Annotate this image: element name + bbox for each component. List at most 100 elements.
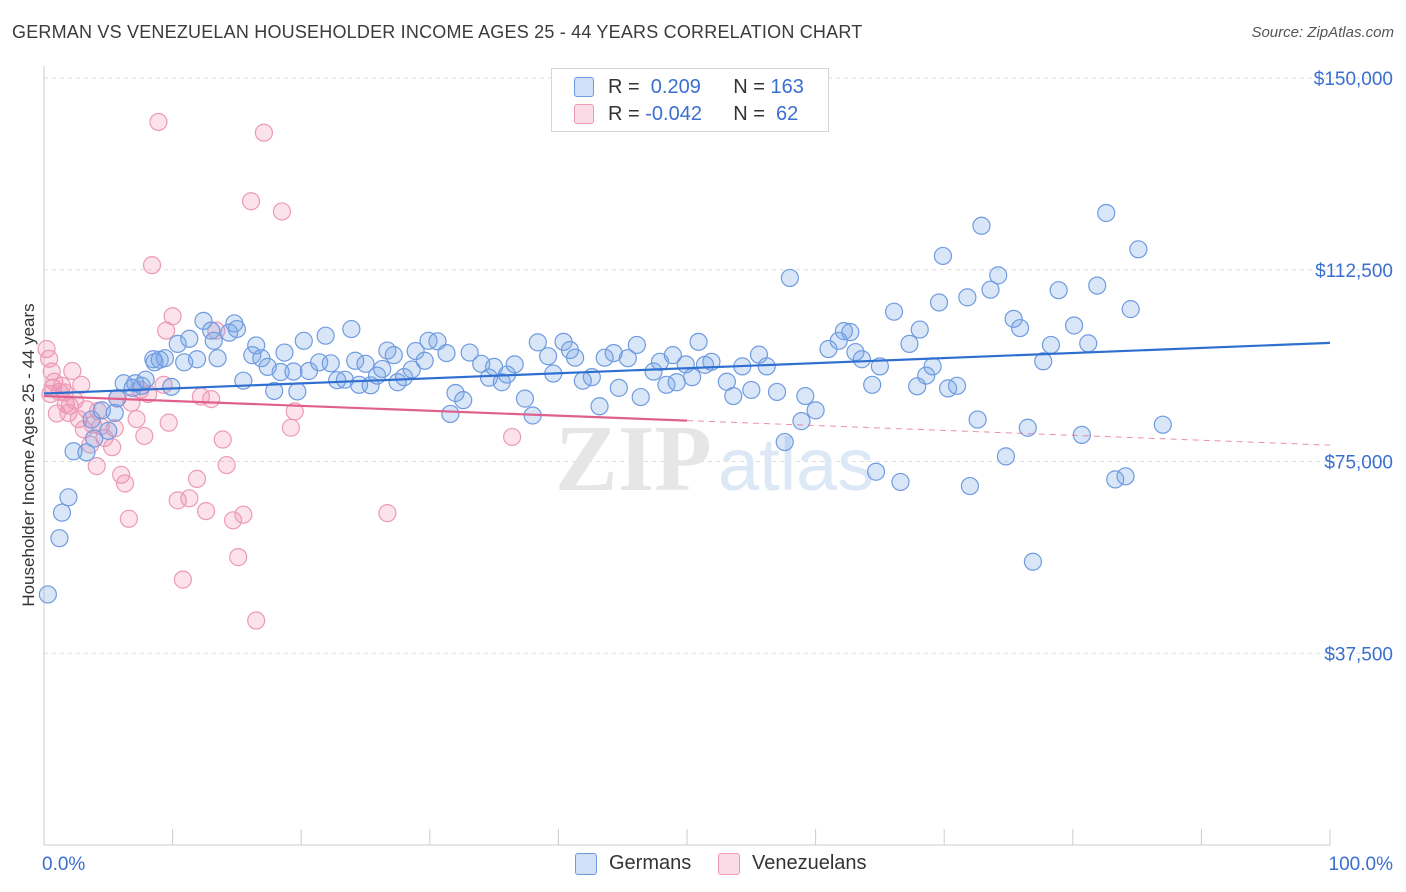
germans-point — [724, 386, 743, 406]
y-tick-label: $150,000 — [1314, 69, 1393, 90]
germans-point — [604, 343, 623, 363]
germans-point — [99, 421, 118, 440]
germans-point — [384, 346, 403, 365]
germans-point — [316, 326, 335, 345]
y-tick-label: $37,500 — [1324, 644, 1393, 665]
germans-point — [796, 386, 815, 406]
germans-point — [288, 382, 307, 401]
germans-point — [208, 349, 227, 368]
germans-point — [933, 246, 953, 266]
y-axis-label: Householder Income Ages 25 - 44 years — [19, 303, 38, 606]
germans-point — [689, 332, 708, 351]
germans-point — [1116, 467, 1135, 486]
venezuelans-point — [63, 361, 82, 381]
venezuelans-point — [119, 509, 138, 528]
germans-point — [644, 362, 663, 381]
germans-point — [923, 357, 942, 376]
germans-point — [891, 472, 910, 492]
germans-point — [775, 432, 794, 452]
germans-point — [1072, 425, 1091, 445]
germans-point — [82, 410, 101, 429]
germans-point — [1023, 552, 1043, 571]
germans-point — [162, 377, 181, 396]
legend-item-venezuelans[interactable]: Venezuelans — [718, 852, 867, 875]
venezuelans-point — [272, 202, 292, 221]
venezuelans-point — [378, 504, 397, 523]
series-legend: Germans Venezuelans — [0, 852, 1406, 878]
germans-point — [1153, 415, 1172, 434]
legend-r-label: R = — [608, 75, 646, 98]
watermark: ZIP atlas — [555, 407, 874, 511]
germans-point — [321, 354, 340, 373]
germans-point — [515, 389, 535, 408]
germans-point — [972, 216, 991, 235]
germans-point — [38, 585, 57, 604]
germans-point — [64, 442, 83, 461]
venezuelans-label: Venezuelans — [752, 852, 867, 874]
germans-point — [52, 503, 72, 522]
germans-point — [1079, 334, 1098, 353]
germans-point — [595, 348, 614, 367]
venezuelans-point — [223, 511, 243, 530]
venezuelans-point — [202, 390, 221, 409]
y-tick-label: $75,000 — [1324, 453, 1393, 474]
venezuelans-point — [127, 409, 146, 429]
legend-item-germans[interactable]: Germans — [575, 852, 691, 875]
venezuelans-point — [196, 501, 216, 521]
germans-point — [683, 368, 702, 387]
legend-n-value: 62 — [770, 102, 799, 125]
germans-point — [271, 362, 290, 382]
germans-point — [667, 373, 686, 392]
venezuelans-point — [103, 438, 122, 457]
germans-point — [394, 368, 414, 387]
germans-point — [1034, 352, 1053, 371]
venezuelans-point — [213, 430, 232, 449]
germans-point — [1097, 203, 1116, 223]
venezuelans-point — [173, 570, 192, 589]
y-tick-labels: $37,500 $75,000 $112,500 $150,000 — [1314, 69, 1393, 665]
germans-point — [77, 443, 96, 462]
chart-title: GERMAN VS VENEZUELAN HOUSEHOLDER INCOME … — [12, 22, 863, 42]
germans-point — [168, 334, 187, 353]
germans-point — [866, 462, 886, 481]
watermark-zip: ZIP — [555, 407, 712, 511]
germans-point — [460, 343, 479, 362]
germans-point — [631, 387, 650, 407]
venezuelans-point — [77, 400, 96, 419]
germans-point — [227, 319, 246, 339]
germans-point — [960, 476, 980, 496]
germans-point — [454, 391, 473, 410]
germans-point — [609, 378, 628, 397]
germans-point — [1121, 300, 1140, 319]
germans-point — [145, 353, 164, 372]
germans-point — [757, 357, 776, 376]
venezuelans-point — [229, 548, 248, 567]
y-tick-label: $112,500 — [1315, 261, 1393, 282]
germans-point — [265, 381, 284, 401]
germans-point — [1088, 276, 1107, 295]
germans-point — [947, 376, 967, 395]
germans-point — [900, 334, 919, 353]
venezuelans-point — [503, 427, 522, 447]
germans-point — [155, 349, 174, 368]
venezuelans-point — [247, 611, 266, 630]
venezuelans-point — [115, 474, 135, 493]
venezuelans-point — [241, 192, 261, 211]
germans-point — [136, 370, 155, 389]
germans-point — [204, 331, 223, 350]
germans-point — [767, 382, 787, 402]
germans-point — [968, 410, 987, 429]
germans-point — [663, 346, 682, 365]
germans-point — [863, 375, 882, 394]
germans-point — [929, 293, 949, 312]
germans-point — [180, 329, 199, 348]
germans-point — [415, 351, 434, 370]
venezuelans-point — [142, 256, 162, 275]
germans-point — [989, 266, 1008, 285]
germans-point — [1041, 335, 1061, 355]
germans-point — [1049, 281, 1068, 300]
venezuelans-trend-line — [43, 394, 688, 422]
trend-lines — [43, 341, 1331, 446]
germans-point — [187, 350, 207, 369]
